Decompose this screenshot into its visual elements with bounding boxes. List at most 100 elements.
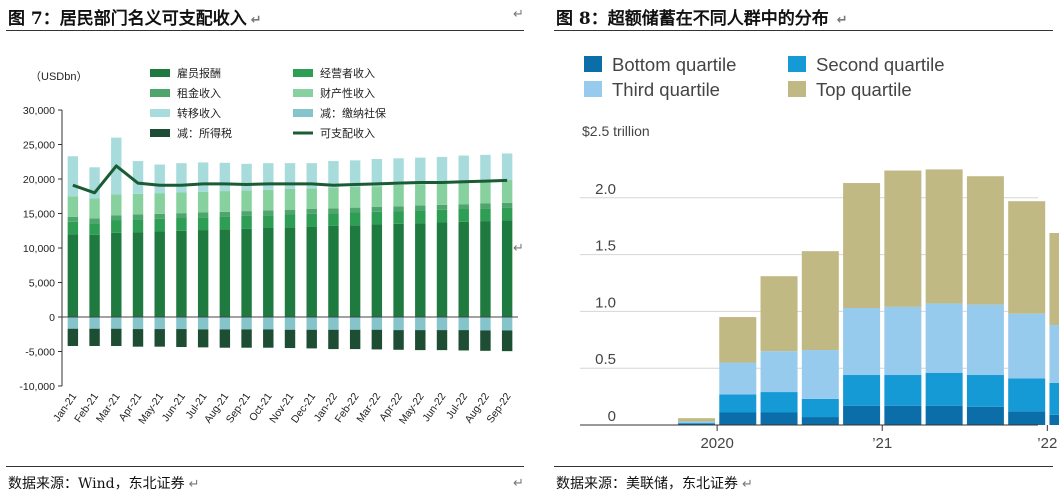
bar-segment [393,317,404,331]
bar-segment [306,209,317,214]
return-mark: ↵ [742,477,753,492]
bar-segment [284,227,296,317]
bar-segment [132,329,144,347]
bar-segment [458,221,469,317]
bar-segment [371,186,383,207]
bar-segment [284,214,296,228]
bar-segment [760,351,798,393]
bar-segment [415,205,426,211]
y-tick-label: 5,000 [29,278,55,290]
y-tick-label: 2.0 [595,181,616,198]
bar-segment [480,203,491,209]
legend-swatch [788,56,806,72]
x-tick-label: ’21 [872,435,892,452]
legend-label: Second quartile [816,54,945,75]
bar-segment [349,160,361,187]
bar-segment [480,330,491,351]
bar-segment [436,317,448,331]
y-axis-unit-label: $2.5 trillion [582,123,650,139]
bar-segment [197,317,209,330]
x-tick-label: ’22 [1037,435,1057,452]
bar-segment [501,202,513,208]
bar-segment [801,398,839,418]
bar-segment [501,317,513,331]
bar-segment [306,226,317,317]
bar-segment [1008,201,1046,314]
bar-segment [197,191,209,213]
bar-segment [480,154,491,182]
bar-segment [89,234,100,317]
bar-segment [884,170,922,307]
bar-segment [197,217,209,231]
bar-segment [1049,414,1059,425]
legend-swatch [150,89,170,97]
bar-segment [219,229,231,317]
y-tick-label: 25,000 [23,140,55,152]
bar-segment [154,231,165,317]
figure-7-title: 图 7：居民部门名义可支配收入 ↵ [8,9,262,29]
bar-segment [966,406,1004,425]
bar-segment [67,196,79,217]
bar-segment [263,317,274,330]
bar-segment [458,330,469,351]
excess-savings-chart: Bottom quartile Second quartile Third quar… [580,54,1059,452]
legend-label: 可支配收入 [320,126,375,140]
bar-segment [263,163,274,190]
x-tick-label: Jun-21 [160,391,188,424]
bar-segment [760,392,798,413]
bar-segment [176,217,187,231]
bar-segment [843,183,881,308]
bar-segment [415,184,426,206]
bar-segment [884,375,922,406]
bar-segment [415,317,426,331]
bar-segment [415,223,426,317]
title-rule [554,30,1053,31]
bar-segment [415,157,426,185]
bar-segment [328,161,339,188]
return-mark: ↵ [250,13,262,28]
bar-segment [436,182,448,205]
legend-label: 转移收入 [177,106,221,120]
y-tick-label: 10,000 [23,243,55,255]
bar-segment [284,209,296,215]
figure-8-panel: 图 8：超额储蓄在不同人群中的分布 ↵ Bottom quartile Second… [548,0,1059,503]
bar-segment [89,317,100,329]
bar-segment [241,211,252,216]
bar-segment [393,211,404,224]
bar-segment [328,213,339,226]
bar-segment [219,162,231,192]
bar-segment [480,181,491,204]
bar-segment [1049,325,1059,383]
bar-segment [176,163,187,193]
bar-segment [843,307,881,376]
bar-segment [436,222,448,317]
bar-segment [89,328,100,346]
bar-segment [501,330,513,352]
bar-segment [111,215,122,221]
bar-segment [458,209,469,222]
legend-swatch [150,129,170,137]
bar-segment [436,156,448,183]
title-rule [6,30,524,31]
figure-7-panel: 图 7：居民部门名义可支配收入 ↵ ↵ （USDbn） -10,000 -5,000 0… [6,7,524,492]
legend-label: 租金收入 [177,86,221,100]
bar-segment [67,328,79,346]
bar-segment [458,182,469,205]
bar-segment [371,211,383,225]
return-mark: ↵ [836,13,848,28]
y-tick-label: 0.5 [595,351,616,368]
bar-segment [371,317,383,330]
bar-segment [393,223,404,317]
bar-segment [801,350,839,399]
bar-segment [501,220,513,317]
bar-segment [241,228,252,317]
bar-segment [678,418,715,422]
bar-segment [132,214,144,220]
bar-segment [132,219,144,233]
bar-segment [760,276,798,352]
bar-segment [67,317,79,329]
bar-segment [501,207,513,221]
bar-segment [154,317,165,330]
bar-segment [328,317,339,330]
bar-segment [393,184,404,207]
